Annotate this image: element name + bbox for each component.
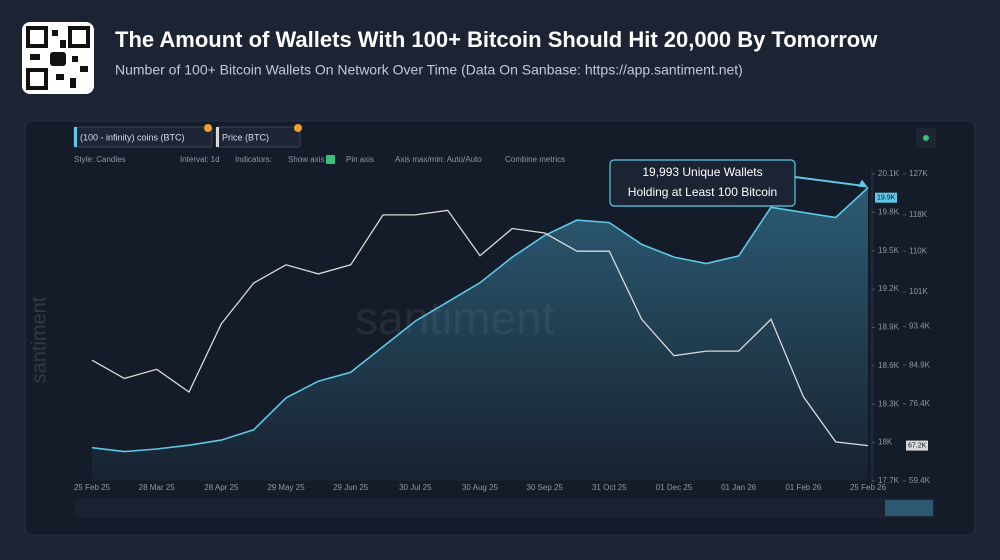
x-tick-label: 01 Dec 25 — [656, 483, 693, 492]
toolbar-control[interactable]: Pin axis — [346, 155, 374, 164]
toolbar-control[interactable]: Show axis — [288, 155, 324, 164]
y2-tick-label: 76.4K — [909, 399, 931, 408]
tab-label[interactable]: (100 - infinity) coins (BTC) — [80, 132, 185, 142]
y2-tick-label: 84.9K — [909, 360, 931, 369]
value-tag-label: 67.2K — [908, 442, 927, 449]
value-tag-label: 19.9K — [877, 195, 896, 202]
y2-tick-label: 101K — [909, 287, 928, 296]
y-tick-label: 19.5K — [878, 246, 900, 255]
annotation-arrow — [794, 176, 863, 187]
line — [91, 187, 869, 453]
y-tick-label: 18K — [878, 438, 893, 447]
qr-code — [22, 22, 94, 94]
y2-tick-label: 118K — [909, 210, 928, 219]
y2-tick-label: 59.4K — [909, 476, 931, 485]
side-watermark: santiment — [28, 296, 50, 383]
area — [92, 187, 868, 481]
value-tag — [906, 440, 928, 451]
navigator-window[interactable] — [885, 500, 933, 516]
arrow-head — [858, 179, 868, 188]
y2-tick-label: 93.4K — [909, 322, 931, 331]
x-tick-label: 31 Oct 25 — [592, 483, 627, 492]
status-dot — [923, 135, 929, 141]
y-tick-label: 18.3K — [878, 399, 900, 408]
y-tick-label: 18.9K — [878, 323, 900, 332]
y-tick-label: 19.2K — [878, 284, 900, 293]
x-tick-label: 25 Feb 25 — [74, 483, 111, 492]
x-tick-label: 28 Apr 25 — [204, 483, 239, 492]
tab-color — [74, 127, 77, 147]
tab-label[interactable]: Price (BTC) — [222, 132, 269, 142]
toolbar-control[interactable]: Indicators: — [235, 155, 272, 164]
x-tick-label: 30 Sep 25 — [526, 483, 563, 492]
x-tick-label: 01 Jan 26 — [721, 483, 757, 492]
navigator[interactable] — [75, 498, 935, 518]
toolbar-control[interactable]: Style: Candles — [74, 155, 126, 164]
x-tick-label: 01 Feb 26 — [785, 483, 822, 492]
y-tick-label: 20.1K — [878, 169, 900, 178]
x-tick-label: 25 Feb 26 — [850, 483, 887, 492]
x-tick-label: 30 Jul 25 — [399, 483, 432, 492]
badge — [204, 124, 212, 132]
y-tick-label: 18.6K — [878, 361, 900, 370]
x-tick-label: 29 May 25 — [267, 483, 305, 492]
y-tick-label: 17.7K — [878, 476, 900, 485]
x-tick-label: 28 Mar 25 — [139, 483, 176, 492]
value-tag — [875, 192, 897, 203]
y-tick-label: 19.8K — [878, 207, 900, 216]
checkbox[interactable] — [326, 155, 335, 164]
annotation-box — [609, 159, 796, 207]
annotation-text: Holding at Least 100 Bitcoin — [628, 185, 777, 199]
tab-color — [216, 127, 219, 147]
y2-tick-label: 127K — [909, 169, 928, 178]
annotation-text: 19,993 Unique Wallets — [642, 165, 762, 179]
plot: 20.1K 19.8K 19.5K 19.2K 18.9K 18.6K 18.3K 18K 17… — [74, 159, 931, 492]
line — [91, 209, 869, 447]
title: The Amount of Wallets With 100+ Bitcoin … — [115, 27, 878, 52]
x-tick-label: 30 Aug 25 — [462, 483, 499, 492]
badge — [294, 124, 302, 132]
toolbar-control[interactable]: Interval: 1d — [180, 155, 220, 164]
toolbar-control[interactable]: Axis max/min: Auto/Auto — [395, 155, 482, 164]
subtitle: Number of 100+ Bitcoin Wallets On Networ… — [115, 62, 743, 78]
y2-tick-label: 110K — [909, 246, 928, 255]
x-tick-label: 29 Jun 25 — [333, 483, 369, 492]
toolbar-control[interactable]: Combine metrics — [505, 155, 565, 164]
